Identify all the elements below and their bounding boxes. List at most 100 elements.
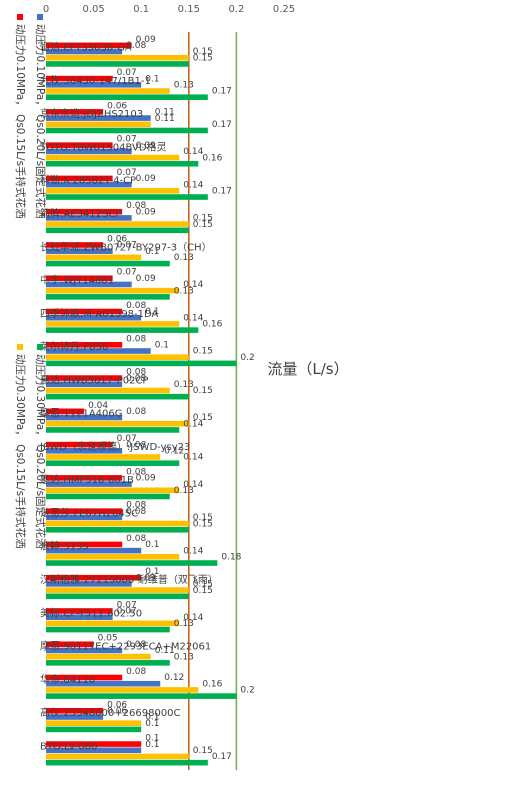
bar bbox=[46, 508, 123, 514]
bar bbox=[46, 687, 199, 693]
bar bbox=[46, 115, 151, 121]
bar bbox=[46, 121, 151, 128]
data-label: 0.11 bbox=[155, 114, 175, 124]
data-label: 0.1 bbox=[145, 740, 159, 750]
bar bbox=[45, 680, 161, 687]
data-label: 0.15 bbox=[193, 413, 213, 423]
bar bbox=[46, 127, 208, 134]
data-label: 0.16 bbox=[202, 320, 222, 330]
category-label: 摩恩:1121A406G bbox=[40, 407, 123, 420]
data-label: 0.1 bbox=[145, 713, 159, 723]
bar bbox=[46, 741, 142, 747]
bar bbox=[45, 593, 189, 600]
bar bbox=[46, 427, 180, 433]
bar bbox=[45, 54, 189, 61]
data-label: 0.1 bbox=[145, 540, 159, 550]
data-label: 0.09 bbox=[136, 573, 156, 583]
x-axis-title: 流量（L/s） bbox=[267, 360, 348, 378]
bar bbox=[46, 441, 113, 448]
category-label: 莱尔诗丹:F856 bbox=[40, 340, 108, 353]
bar bbox=[45, 354, 189, 360]
bar bbox=[45, 753, 189, 760]
bar bbox=[46, 88, 170, 94]
data-label: 0.14 bbox=[183, 180, 203, 190]
bar bbox=[46, 294, 170, 300]
data-label: 0.09 bbox=[136, 141, 156, 151]
category-label: 美标:CF-T511.602.50 bbox=[40, 606, 142, 619]
data-label: 0.07 bbox=[117, 168, 137, 178]
data-label: 0.17 bbox=[212, 187, 232, 197]
data-label: 0.15 bbox=[193, 580, 213, 590]
category-label: 京东京造:JDJZHS2103 bbox=[40, 107, 143, 120]
category-label: 长虹华派:ZWB0727-BY297-3（CH） bbox=[40, 240, 212, 253]
bar bbox=[45, 227, 189, 234]
bar bbox=[46, 653, 151, 660]
bar bbox=[46, 747, 142, 754]
bar bbox=[46, 287, 180, 294]
data-label: 0.14 bbox=[183, 453, 203, 463]
bar bbox=[46, 314, 142, 321]
category-label: 汉斯格雅:27219000-耐维普（双飞雨） bbox=[40, 573, 218, 586]
bar bbox=[45, 61, 189, 67]
bar bbox=[46, 75, 113, 82]
data-label: 0.09 bbox=[136, 35, 156, 45]
bar bbox=[45, 281, 132, 288]
x-tick-label: 0.2 bbox=[228, 4, 244, 15]
data-label: 0.13 bbox=[174, 619, 194, 629]
bar bbox=[46, 608, 113, 614]
data-label: 0.13 bbox=[174, 81, 194, 91]
data-label: 0.08 bbox=[126, 507, 146, 517]
bar bbox=[46, 154, 180, 161]
bar bbox=[46, 726, 142, 733]
category-label: 华帝:84110 bbox=[40, 673, 95, 686]
data-label: 0.1 bbox=[145, 74, 159, 84]
legend-swatch bbox=[17, 344, 23, 350]
bar bbox=[46, 142, 113, 148]
bar bbox=[46, 48, 123, 55]
data-label: 0.09 bbox=[136, 274, 156, 284]
data-label: 0.13 bbox=[174, 380, 194, 390]
bar bbox=[45, 148, 132, 155]
bar bbox=[46, 260, 170, 267]
data-label: 0.08 bbox=[126, 467, 146, 477]
category-label: 九牧:36430-147/1B1-1 bbox=[40, 74, 151, 87]
data-label: 0.14 bbox=[183, 313, 203, 323]
category-label: 惠达:HMF916-601B bbox=[40, 473, 134, 486]
bar bbox=[46, 448, 123, 454]
legend-swatch bbox=[17, 14, 23, 20]
data-label: 0.07 bbox=[117, 68, 137, 78]
category-label: 惠达:HWB5017-P02CP bbox=[40, 373, 148, 386]
data-label: 0.15 bbox=[193, 53, 213, 63]
data-label: 0.09 bbox=[136, 474, 156, 484]
bar bbox=[46, 460, 180, 467]
bar bbox=[46, 275, 113, 282]
bar bbox=[45, 707, 104, 714]
data-label: 0.14 bbox=[183, 480, 203, 490]
bar bbox=[46, 254, 142, 261]
data-label: 0.15 bbox=[193, 347, 213, 357]
bar bbox=[46, 626, 170, 633]
category-label: 法恩莎:FE07H2045C bbox=[40, 506, 138, 519]
bar bbox=[45, 42, 132, 49]
category-label: 高仪:23348000+26698000C bbox=[40, 706, 181, 719]
data-label: 0.13 bbox=[174, 286, 194, 296]
bar bbox=[45, 581, 132, 587]
data-label: 0.2 bbox=[240, 353, 254, 363]
data-label: 0.15 bbox=[193, 513, 213, 523]
data-label: 0.1 bbox=[145, 567, 159, 577]
bar bbox=[46, 720, 142, 726]
data-label: 0.1 bbox=[155, 340, 169, 350]
data-label: 0.05 bbox=[98, 634, 118, 644]
bar bbox=[46, 547, 142, 554]
bar bbox=[46, 475, 123, 481]
data-label: 0.04 bbox=[88, 401, 108, 411]
data-label: 0.07 bbox=[117, 268, 137, 278]
data-label: 0.08 bbox=[126, 407, 146, 417]
bar bbox=[46, 375, 123, 381]
x-tick-label: 0.15 bbox=[178, 4, 200, 15]
bar bbox=[45, 242, 104, 248]
bar bbox=[46, 674, 123, 681]
bar bbox=[46, 321, 180, 327]
category-label: 中宇:WJY14801 bbox=[40, 274, 114, 287]
data-label: 0.08 bbox=[126, 368, 146, 378]
